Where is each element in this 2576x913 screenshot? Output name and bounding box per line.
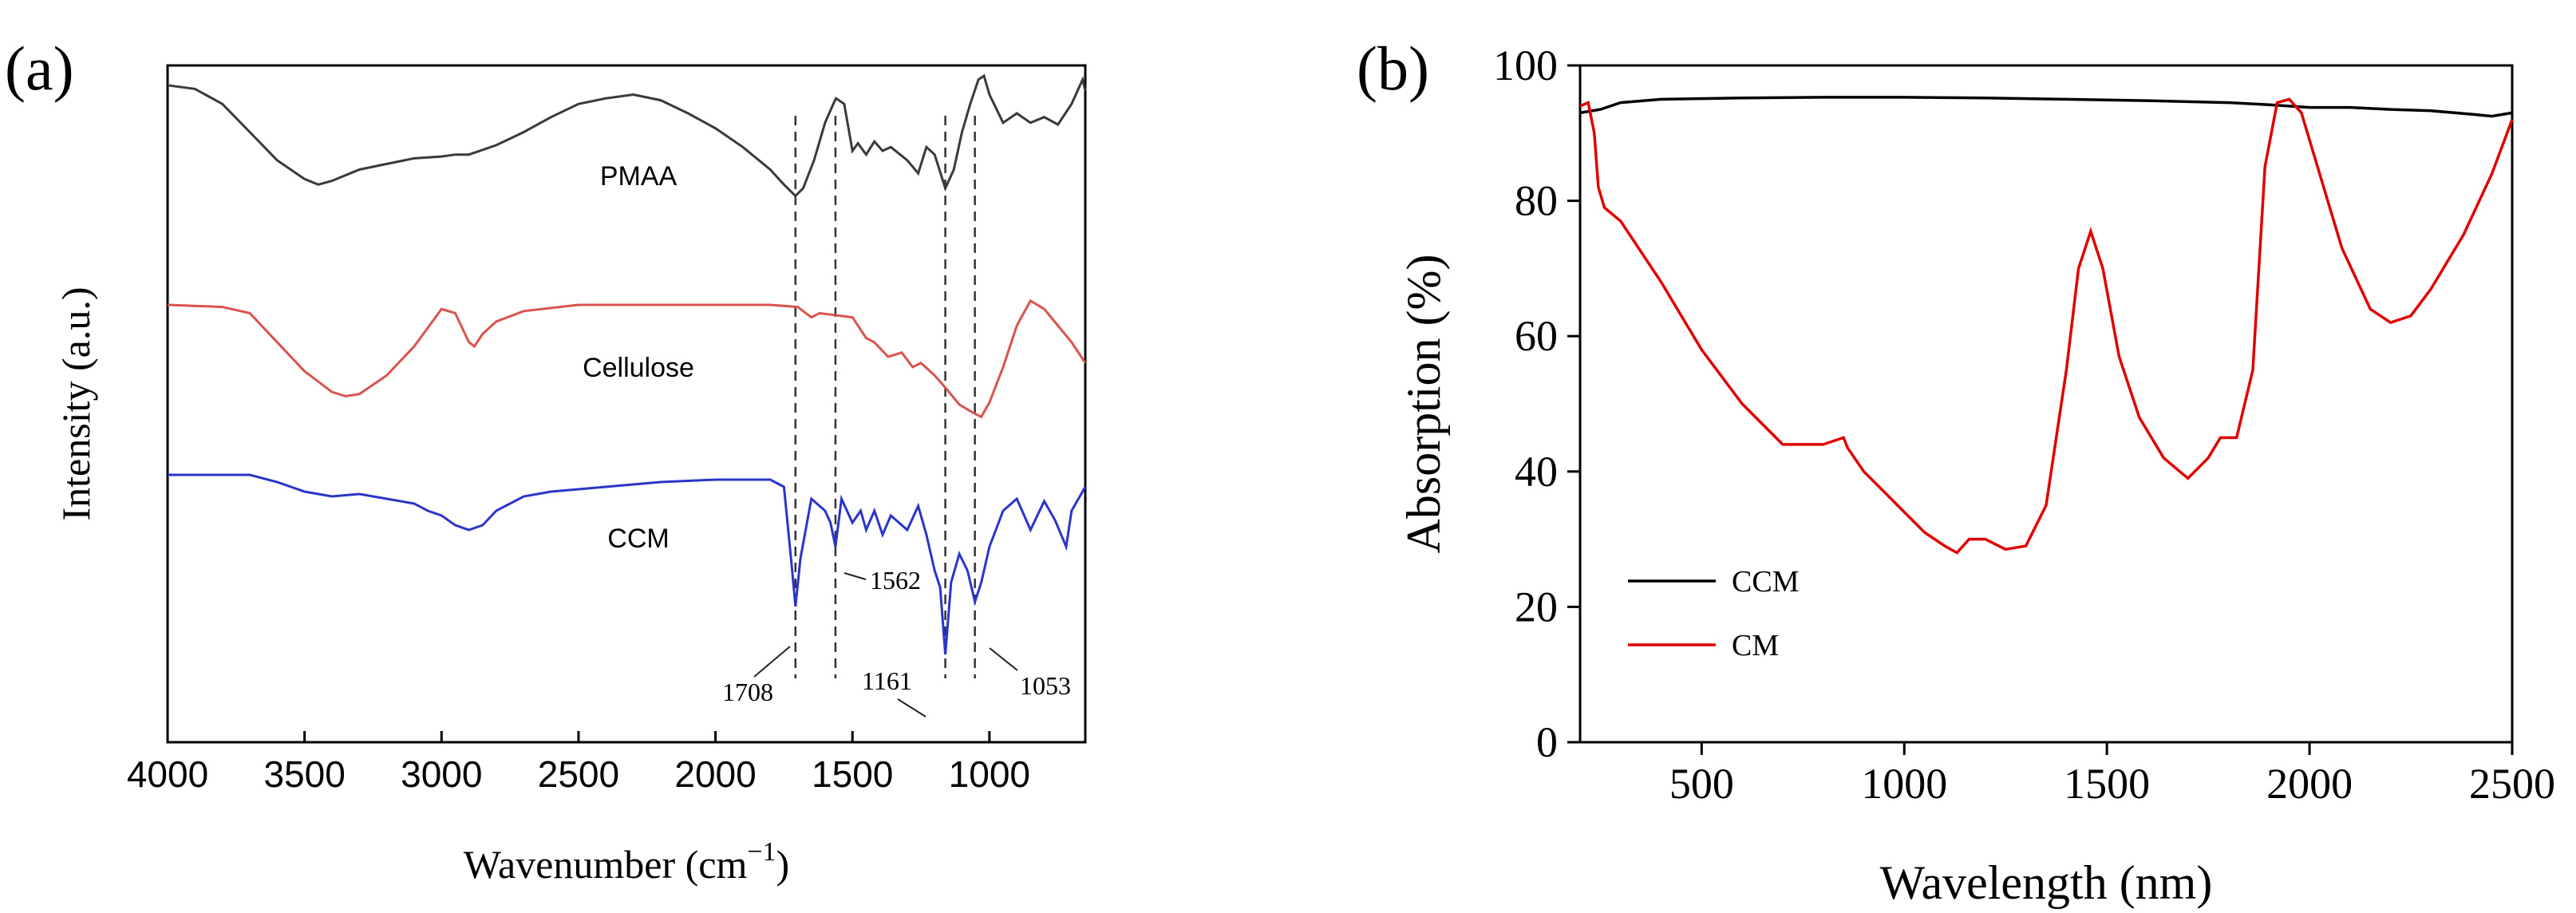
peak-label-a: 1562 (870, 566, 921, 595)
series-line-cellulose (167, 298, 1087, 419)
x-tick-label-b: 500 (1669, 760, 1734, 808)
peak-leader-a (989, 647, 1018, 671)
axis-ticks-b: 500 1000 1500 2000 2500 0 20 40 60 80 100 (1493, 42, 2555, 808)
legend-b: CCM CM (1628, 565, 1799, 662)
panel-label-b: (b) (1357, 34, 1429, 103)
x-tick-label-b: 2500 (2469, 760, 2555, 808)
x-tick-label-a: 4000 (127, 753, 208, 795)
x-tick-label-a: 1500 (812, 753, 893, 795)
x-tick-label-b: 1500 (2064, 760, 2150, 808)
x-ticks-a: 4000 3500 3000 2500 2000 1500 1000 (127, 731, 1030, 795)
x-tick-label-b: 1000 (1861, 760, 1947, 808)
series-a (167, 73, 1087, 655)
panel-label-a: (a) (5, 34, 74, 103)
series-line-ccm (1579, 96, 2513, 118)
series-line-pmaa (167, 73, 1087, 198)
peak-label-a: 1161 (862, 666, 912, 695)
peak-leader-a (897, 698, 926, 717)
peak-annotations-a: 1708 1562 1161 1053 (722, 566, 1071, 717)
series-line-ccm (168, 473, 1087, 655)
x-tick-label-a: 2000 (674, 753, 756, 795)
peak-label-a: 1053 (1020, 671, 1071, 700)
x-axis-label-a: Wavenumber (cm−1) (464, 837, 789, 887)
x-tick-label-a: 2500 (538, 753, 619, 795)
x-tick-label-a: 3000 (401, 753, 482, 795)
peak-leader-a (753, 646, 791, 678)
series-label-a: CCM (607, 524, 669, 554)
x-tick-label-b: 2000 (2266, 760, 2353, 808)
reference-lines-a (794, 116, 976, 678)
legend-label-cm: CM (1732, 629, 1779, 662)
x-axis-label-b: Wavelength (nm) (1880, 856, 2213, 909)
x-tick-label-a: 3500 (263, 753, 345, 795)
series-label-a: PMAA (600, 161, 678, 192)
y-tick-label-b: 0 (1536, 718, 1558, 766)
x-tick-label-a: 1000 (949, 753, 1030, 795)
legend-label-ccm: CCM (1732, 565, 1799, 599)
plot-frame-b (1578, 64, 2514, 744)
y-tick-label-b: 80 (1515, 177, 1558, 225)
y-tick-label-b: 40 (1515, 448, 1558, 496)
y-tick-label-b: 20 (1515, 583, 1558, 630)
y-tick-label-b: 60 (1515, 312, 1558, 360)
y-axis-label-b: Absorption (%) (1397, 255, 1450, 554)
y-axis-label-a: Intensity (a.u.) (53, 287, 98, 521)
peak-label-a: 1708 (722, 678, 773, 706)
y-tick-label-b: 100 (1493, 42, 1558, 89)
series-label-a: Cellulose (583, 353, 694, 383)
plot-frame-a (166, 64, 1087, 744)
series-labels-a: PMAA Cellulose CCM (583, 161, 694, 554)
series-b (1579, 96, 2514, 555)
series-line-cm (1579, 97, 2514, 555)
peak-leader-a (844, 572, 867, 580)
